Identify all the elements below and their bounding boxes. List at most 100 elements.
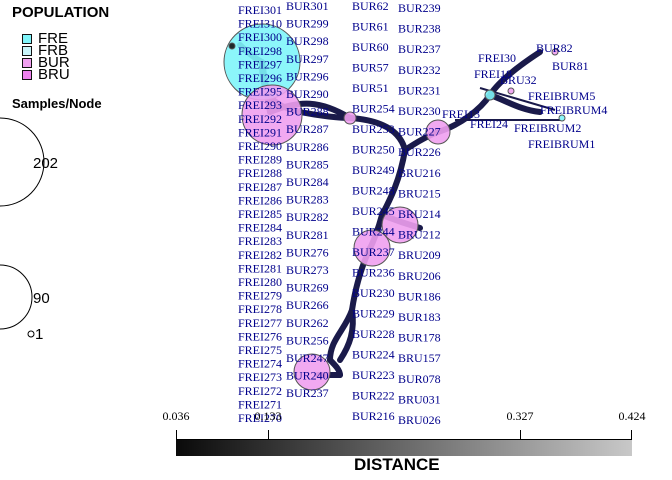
network-node bbox=[343, 111, 357, 125]
node-label: FREI287 bbox=[238, 180, 282, 194]
node-label: FREI271 bbox=[238, 397, 282, 411]
distance-tick-label: 0.327 bbox=[506, 409, 534, 423]
node-label: FREI274 bbox=[238, 357, 282, 371]
node-label: FREIBRUM2 bbox=[514, 121, 581, 135]
node-label: BUR51 bbox=[352, 81, 389, 95]
network-node bbox=[293, 353, 331, 391]
node-label: BUR301 bbox=[286, 0, 329, 13]
distance-axis-line bbox=[176, 439, 632, 440]
legend-title: POPULATION bbox=[12, 4, 110, 21]
node-label: BUR078 bbox=[398, 372, 441, 386]
node-label: FREI290 bbox=[238, 139, 282, 153]
node-label: FREI293 bbox=[238, 98, 282, 112]
node-label: BUR290 bbox=[286, 87, 329, 101]
node-label: BUR239 bbox=[398, 1, 441, 15]
node-labels: FREI301FREI310FREI300FREI298FREI297FREI2… bbox=[238, 0, 607, 427]
node-label: BUR237 bbox=[398, 42, 441, 56]
network-edge bbox=[379, 147, 408, 218]
node-label: BUR57 bbox=[352, 61, 389, 75]
node-label: BUR296 bbox=[286, 69, 329, 83]
node-label: BUR224 bbox=[352, 348, 395, 362]
node-label: BRU026 bbox=[398, 413, 441, 427]
node-label: FREI291 bbox=[238, 125, 282, 139]
size-legend-circle-medium bbox=[0, 264, 33, 330]
node-label: BRU32 bbox=[500, 73, 537, 87]
node-label: FREI24 bbox=[470, 117, 508, 131]
node-label: FREI301 bbox=[238, 3, 282, 17]
distance-gradient-bar bbox=[176, 440, 632, 456]
network-node bbox=[558, 114, 566, 122]
node-label: FREI288 bbox=[238, 166, 282, 180]
node-label: BUR285 bbox=[286, 157, 329, 171]
node-label: FREI292 bbox=[238, 112, 282, 126]
legend-item-frb: FRB bbox=[22, 43, 68, 58]
node-label: BUR81 bbox=[552, 59, 589, 73]
node-label: BRU209 bbox=[398, 248, 441, 262]
distance-tick bbox=[268, 430, 269, 440]
node-label: FREI284 bbox=[238, 221, 282, 235]
node-label: BUR262 bbox=[286, 316, 329, 330]
network-node bbox=[241, 84, 303, 146]
node-label: BUR231 bbox=[398, 83, 441, 97]
size-legend-circle-small bbox=[27, 330, 35, 338]
node-label: BUR228 bbox=[352, 327, 395, 341]
distance-tick-label: 0.424 bbox=[618, 409, 646, 423]
distance-tick-label: 0.036 bbox=[162, 409, 190, 423]
node-label: FREIBRUM1 bbox=[528, 137, 595, 151]
legend-swatch bbox=[22, 70, 32, 80]
node-label: BUR61 bbox=[352, 20, 389, 34]
size-label-medium: 90 bbox=[33, 290, 50, 307]
node-label: FREIBRUM5 bbox=[528, 89, 595, 103]
legend-swatch bbox=[22, 46, 32, 56]
node-label: BUR284 bbox=[286, 175, 329, 189]
node-label: BUR288 bbox=[286, 105, 329, 119]
node-label: FREI295 bbox=[238, 85, 282, 99]
node-label: BUR266 bbox=[286, 298, 329, 312]
node-label: BUR256 bbox=[286, 333, 329, 347]
node-label: BUR283 bbox=[286, 193, 329, 207]
node-label: BRU031 bbox=[398, 392, 441, 406]
node-label: BUR238 bbox=[398, 22, 441, 36]
node-label: FREI278 bbox=[238, 302, 282, 316]
node-label: BRU216 bbox=[398, 166, 441, 180]
legend-label: BUR bbox=[38, 54, 70, 71]
legend-swatch bbox=[22, 58, 32, 68]
node-label: BUR216 bbox=[352, 409, 395, 423]
node-label: BUR178 bbox=[398, 331, 441, 345]
node-label: BRU215 bbox=[398, 186, 441, 200]
node-label: FREIBRUM4 bbox=[540, 103, 607, 117]
size-legend-circles bbox=[0, 117, 45, 338]
node-label: BUR273 bbox=[286, 263, 329, 277]
node-label: BUR62 bbox=[352, 0, 389, 13]
distance-tick bbox=[631, 430, 632, 440]
node-label: FREI282 bbox=[238, 248, 282, 262]
node-label: BUR240 bbox=[286, 369, 329, 383]
distance-tick bbox=[520, 430, 521, 440]
node-label: BUR298 bbox=[286, 34, 329, 48]
node-label: FREI300 bbox=[238, 30, 282, 44]
node-label: BUR230 bbox=[398, 104, 441, 118]
node-label: BUR276 bbox=[286, 245, 329, 259]
node-label: BRU157 bbox=[398, 351, 441, 365]
node-label: FREI18 bbox=[474, 67, 512, 81]
legend-label: FRE bbox=[38, 30, 68, 47]
node-label: BUR229 bbox=[352, 307, 395, 321]
legend-item-bru: BRU bbox=[22, 67, 70, 82]
node-label: BRU212 bbox=[398, 228, 441, 242]
node-label: BUR223 bbox=[352, 368, 395, 382]
size-label-small: 1 bbox=[35, 326, 44, 343]
size-label-large: 202 bbox=[33, 155, 59, 172]
node-label: BUR244 bbox=[352, 225, 395, 239]
network-nodes bbox=[223, 23, 566, 391]
legend-item-bur: BUR bbox=[22, 54, 70, 71]
node-label: FREI297 bbox=[238, 57, 282, 71]
network-node bbox=[484, 89, 496, 101]
node-label: BUR253 bbox=[352, 122, 395, 136]
node-label: FREI270 bbox=[238, 411, 282, 425]
node-label: BUR236 bbox=[352, 266, 395, 280]
node-label: BUR248 bbox=[352, 184, 395, 198]
node-label: FREI280 bbox=[238, 275, 282, 289]
network-node bbox=[228, 42, 236, 50]
